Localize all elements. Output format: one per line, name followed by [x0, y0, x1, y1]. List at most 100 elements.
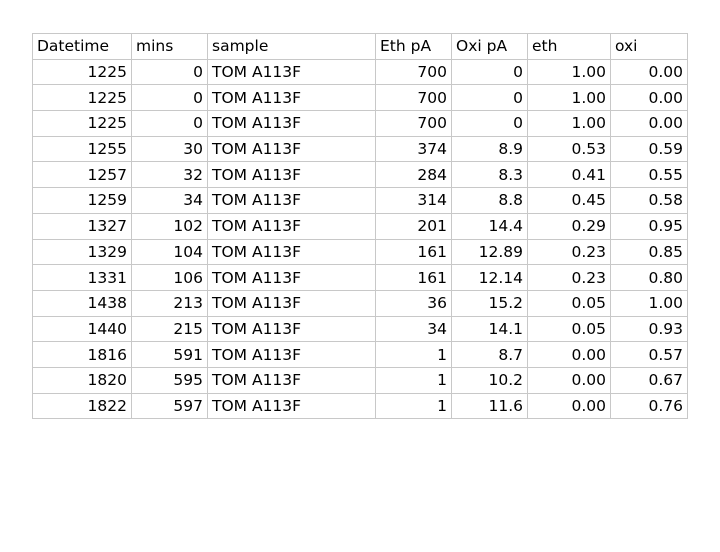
- cell-datetime: 1440: [32, 315, 132, 343]
- cell-mins: 0: [131, 84, 208, 112]
- cell-oxi-pa: 12.14: [451, 264, 528, 291]
- cell-eth: 0.23: [527, 264, 611, 291]
- cell-sample: TOM A113F: [207, 366, 376, 394]
- cell-sample: TOM A113F: [207, 135, 376, 163]
- cell-oxi-pa: 0: [451, 110, 528, 137]
- column-header-oxi: oxi: [610, 33, 688, 60]
- cell-oxi: 0.67: [610, 366, 688, 394]
- table-row: 1327 102 TOM A113F 201 14.4 0.29 0.95: [32, 212, 688, 240]
- cell-mins: 34: [131, 187, 208, 214]
- cell-oxi-pa: 0: [451, 84, 528, 112]
- cell-oxi-pa: 15.2: [451, 289, 528, 317]
- column-header-oxi-pa: Oxi pA: [451, 33, 528, 60]
- cell-mins: 595: [131, 366, 208, 394]
- cell-eth: 0.05: [527, 289, 611, 317]
- table-row: 1225 0 TOM A113F 700 0 1.00 0.00: [32, 84, 688, 112]
- cell-oxi: 1.00: [610, 289, 688, 317]
- cell-eth: 0.05: [527, 315, 611, 343]
- cell-mins: 106: [131, 264, 208, 291]
- data-table: Datetime mins sample Eth pA Oxi pA eth o…: [32, 33, 688, 420]
- cell-datetime: 1327: [32, 212, 132, 240]
- cell-sample: TOM A113F: [207, 187, 376, 214]
- cell-sample: TOM A113F: [207, 341, 376, 368]
- cell-sample: TOM A113F: [207, 238, 376, 266]
- cell-oxi: 0.00: [610, 84, 688, 112]
- cell-oxi: 0.59: [610, 135, 688, 163]
- cell-datetime: 1331: [32, 264, 132, 291]
- cell-oxi-pa: 8.3: [451, 161, 528, 189]
- cell-oxi-pa: 10.2: [451, 366, 528, 394]
- cell-oxi: 0.93: [610, 315, 688, 343]
- cell-eth: 0.00: [527, 392, 611, 420]
- cell-eth-pa: 34: [375, 315, 452, 343]
- cell-eth: 1.00: [527, 84, 611, 112]
- cell-datetime: 1255: [32, 135, 132, 163]
- cell-eth: 0.53: [527, 135, 611, 163]
- cell-oxi-pa: 14.4: [451, 212, 528, 240]
- table-row: 1225 0 TOM A113F 700 0 1.00 0.00: [32, 58, 688, 86]
- cell-oxi: 0.55: [610, 161, 688, 189]
- cell-eth: 1.00: [527, 110, 611, 137]
- cell-oxi: 0.95: [610, 212, 688, 240]
- cell-datetime: 1225: [32, 110, 132, 137]
- cell-eth-pa: 1: [375, 341, 452, 368]
- table-row: 1822 597 TOM A113F 1 11.6 0.00 0.76: [32, 392, 688, 420]
- column-header-mins: mins: [131, 33, 208, 60]
- cell-eth: 0.29: [527, 212, 611, 240]
- cell-datetime: 1329: [32, 238, 132, 266]
- table-row: 1329 104 TOM A113F 161 12.89 0.23 0.85: [32, 238, 688, 266]
- cell-oxi: 0.00: [610, 58, 688, 86]
- cell-eth: 0.00: [527, 341, 611, 368]
- cell-oxi: 0.00: [610, 110, 688, 137]
- table-row: 1255 30 TOM A113F 374 8.9 0.53 0.59: [32, 135, 688, 163]
- table-row: 1820 595 TOM A113F 1 10.2 0.00 0.67: [32, 366, 688, 394]
- cell-eth: 0.23: [527, 238, 611, 266]
- cell-mins: 30: [131, 135, 208, 163]
- cell-mins: 32: [131, 161, 208, 189]
- cell-eth: 0.45: [527, 187, 611, 214]
- cell-eth: 0.41: [527, 161, 611, 189]
- table-row: 1257 32 TOM A113F 284 8.3 0.41 0.55: [32, 161, 688, 189]
- cell-sample: TOM A113F: [207, 392, 376, 420]
- cell-oxi-pa: 8.7: [451, 341, 528, 368]
- cell-sample: TOM A113F: [207, 315, 376, 343]
- cell-sample: TOM A113F: [207, 264, 376, 291]
- cell-mins: 102: [131, 212, 208, 240]
- cell-eth-pa: 700: [375, 58, 452, 86]
- column-header-datetime: Datetime: [32, 33, 132, 60]
- cell-eth: 1.00: [527, 58, 611, 86]
- column-header-eth-pa: Eth pA: [375, 33, 452, 60]
- cell-oxi: 0.76: [610, 392, 688, 420]
- cell-sample: TOM A113F: [207, 212, 376, 240]
- table-row: 1440 215 TOM A113F 34 14.1 0.05 0.93: [32, 315, 688, 343]
- cell-datetime: 1438: [32, 289, 132, 317]
- cell-datetime: 1257: [32, 161, 132, 189]
- table-row: 1225 0 TOM A113F 700 0 1.00 0.00: [32, 110, 688, 137]
- cell-oxi-pa: 0: [451, 58, 528, 86]
- table-body: 1225 0 TOM A113F 700 0 1.00 0.00 1225 0 TOM A113F…: [32, 58, 688, 420]
- cell-datetime: 1259: [32, 187, 132, 214]
- cell-oxi: 0.58: [610, 187, 688, 214]
- column-header-sample: sample: [207, 33, 376, 60]
- cell-sample: TOM A113F: [207, 84, 376, 112]
- cell-datetime: 1820: [32, 366, 132, 394]
- cell-datetime: 1225: [32, 84, 132, 112]
- cell-sample: TOM A113F: [207, 161, 376, 189]
- cell-datetime: 1225: [32, 58, 132, 86]
- cell-oxi: 0.80: [610, 264, 688, 291]
- cell-oxi-pa: 14.1: [451, 315, 528, 343]
- cell-sample: TOM A113F: [207, 110, 376, 137]
- cell-mins: 104: [131, 238, 208, 266]
- table-row: 1816 591 TOM A113F 1 8.7 0.00 0.57: [32, 341, 688, 368]
- cell-eth-pa: 314: [375, 187, 452, 214]
- header-row: Datetime mins sample Eth pA Oxi pA eth o…: [32, 33, 688, 60]
- cell-eth-pa: 284: [375, 161, 452, 189]
- cell-eth-pa: 161: [375, 238, 452, 266]
- column-header-eth: eth: [527, 33, 611, 60]
- cell-mins: 0: [131, 110, 208, 137]
- cell-oxi-pa: 8.9: [451, 135, 528, 163]
- table-row: 1259 34 TOM A113F 314 8.8 0.45 0.58: [32, 187, 688, 214]
- cell-oxi-pa: 11.6: [451, 392, 528, 420]
- cell-eth-pa: 161: [375, 264, 452, 291]
- cell-eth: 0.00: [527, 366, 611, 394]
